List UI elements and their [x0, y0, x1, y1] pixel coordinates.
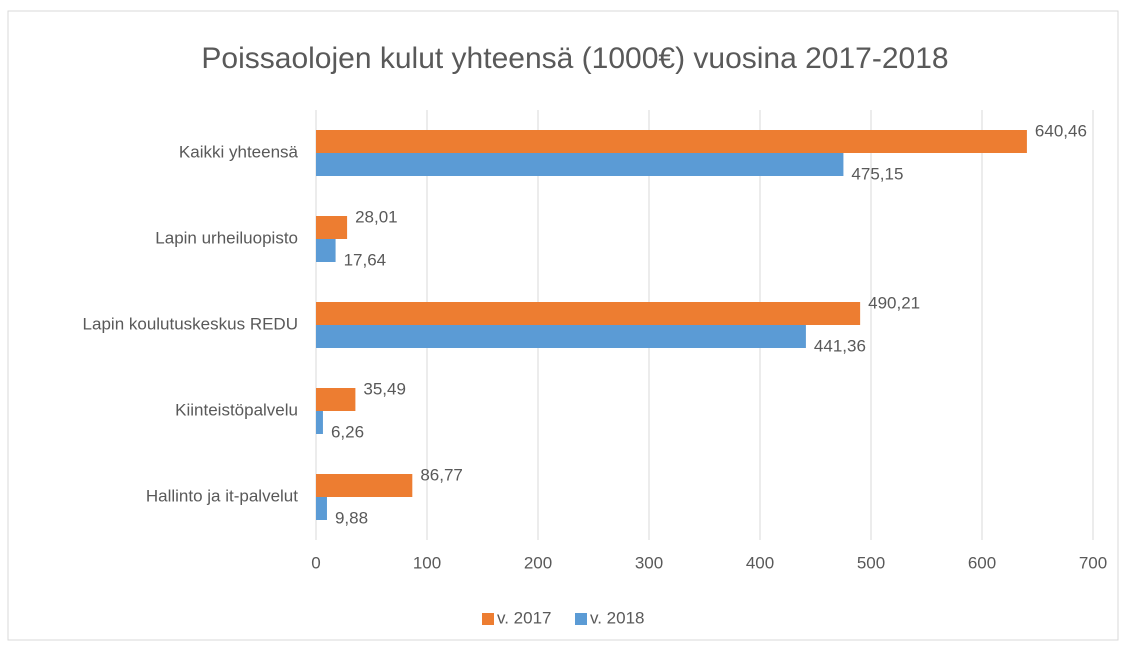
data-label: 6,26	[331, 422, 364, 441]
y-tick-label: Lapin urheiluopisto	[155, 228, 298, 247]
bar	[316, 411, 323, 434]
data-label: 35,49	[363, 379, 406, 398]
data-label: 441,36	[814, 336, 866, 355]
x-tick-label: 300	[635, 553, 663, 572]
legend-label: v. 2018	[590, 608, 645, 627]
bar	[316, 325, 806, 348]
x-tick-label: 500	[857, 553, 885, 572]
data-label: 28,01	[355, 207, 398, 226]
data-label: 17,64	[344, 250, 387, 269]
legend-swatch	[575, 613, 587, 625]
data-label: 86,77	[420, 465, 463, 484]
bar	[316, 388, 356, 411]
data-label: 490,21	[868, 293, 920, 312]
legend-label: v. 2017	[497, 608, 552, 627]
data-label: 475,15	[851, 164, 903, 183]
data-label: 640,46	[1035, 121, 1087, 140]
data-label: 9,88	[335, 508, 368, 527]
x-tick-label: 400	[746, 553, 774, 572]
x-tick-label: 700	[1079, 553, 1107, 572]
legend-swatch	[482, 613, 494, 625]
y-tick-label: Kaikki yhteensä	[179, 142, 299, 161]
x-tick-label: 200	[524, 553, 552, 572]
x-tick-label: 0	[311, 553, 320, 572]
y-tick-label: Kiinteistöpalvelu	[175, 400, 298, 419]
chart-title: Poissaolojen kulut yhteensä (1000€) vuos…	[201, 42, 948, 75]
y-tick-label: Hallinto ja it-palvelut	[146, 486, 298, 505]
bar	[316, 153, 844, 176]
y-tick-label: Lapin koulutuskeskus REDU	[83, 314, 298, 333]
bar	[316, 216, 348, 239]
bar	[316, 130, 1027, 153]
bar	[316, 497, 327, 520]
x-tick-label: 600	[968, 553, 996, 572]
x-tick-label: 100	[413, 553, 441, 572]
bar	[316, 239, 336, 262]
bar	[316, 474, 413, 497]
bar	[316, 302, 861, 325]
